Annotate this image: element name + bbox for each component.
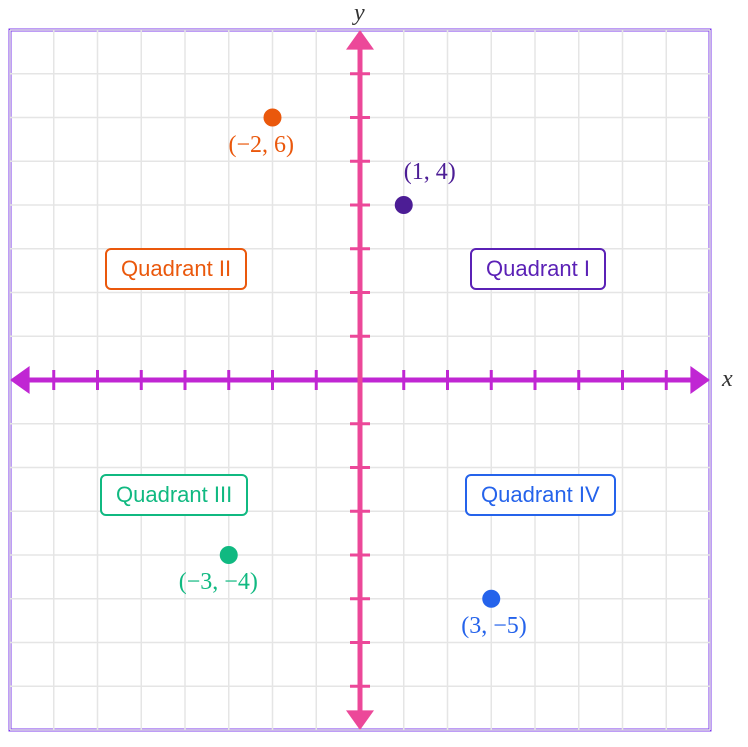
point-3-label: (−3, −4) xyxy=(179,569,258,596)
quadrant-1-label: Quadrant I xyxy=(470,248,606,290)
x-axis-label: x xyxy=(722,366,733,393)
point-1-label: (1, 4) xyxy=(404,159,456,186)
quadrant-4-label: Quadrant IV xyxy=(465,474,616,516)
y-axis-label: y xyxy=(354,0,365,27)
point-4-label: (3, −5) xyxy=(461,613,527,640)
quadrant-2-label: Quadrant II xyxy=(105,248,247,290)
quadrant-3-label: Quadrant III xyxy=(100,474,248,516)
plot-svg xyxy=(0,0,748,747)
coordinate-plane-figure: y x Quadrant I Quadrant II Quadrant III … xyxy=(0,0,748,747)
point-2-label: (−2, 6) xyxy=(229,132,295,159)
